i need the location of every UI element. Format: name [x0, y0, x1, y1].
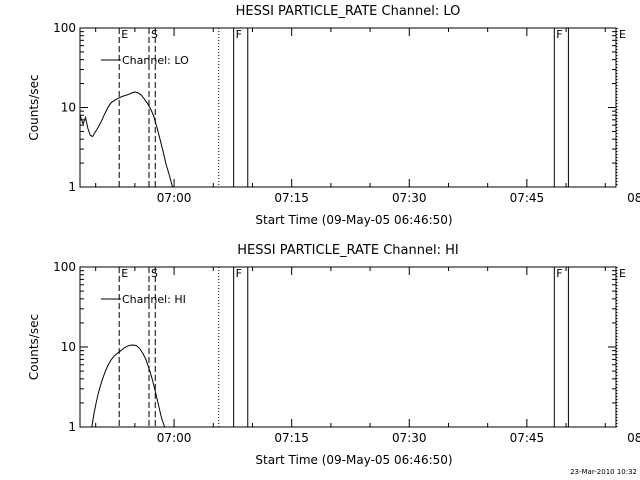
x-tick-label: 07:00	[157, 431, 192, 445]
x-axis-label: Start Time (09-May-05 06:46:50)	[255, 213, 452, 227]
y-tick-label: 100	[53, 21, 76, 35]
y-axis-label: Counts/sec	[27, 74, 41, 140]
panel-lo: HESSI PARTICLE_RATE Channel: LO 1 10 100 Cou…	[27, 4, 640, 227]
x-tick-label: 07:30	[392, 431, 427, 445]
y-tick-label: 1	[68, 180, 76, 194]
y-tick-label: 1	[68, 420, 76, 434]
legend-label: Channel: HI	[122, 293, 186, 306]
event-marker-label: S	[151, 28, 158, 41]
x-axis-label: Start Time (09-May-05 06:46:50)	[255, 453, 452, 467]
x-tick-label: 08:00	[627, 431, 640, 445]
event-marker-label: S	[151, 267, 158, 280]
event-marker-label: F	[236, 267, 242, 280]
series-line	[91, 344, 166, 427]
event-marker-label: E	[121, 267, 128, 280]
event-marker-label: F	[556, 28, 562, 41]
event-marker-label: E	[619, 267, 626, 280]
y-tick-label: 10	[61, 340, 76, 354]
y-tick-label: 100	[53, 260, 76, 274]
series-line	[80, 91, 173, 187]
chart-title: HESSI PARTICLE_RATE Channel: HI	[237, 243, 458, 258]
series-group	[91, 344, 166, 427]
x-tick-label: 07:45	[510, 191, 545, 205]
x-tick-label: 07:30	[392, 191, 427, 205]
series-group	[80, 91, 173, 187]
x-tick-label: 07:45	[510, 431, 545, 445]
timestamp-label: 23-Mar-2010 10:32	[570, 468, 637, 476]
event-marker-label: E	[121, 28, 128, 41]
x-tick-label: 07:15	[274, 191, 309, 205]
y-axis-label: Counts/sec	[27, 314, 41, 380]
event-marker-label: F	[556, 267, 562, 280]
panel-hi: HESSI PARTICLE_RATE Channel: HI 1 10 100 Cou…	[27, 243, 640, 467]
x-tick-label: 07:15	[274, 431, 309, 445]
y-tick-label: 10	[61, 101, 76, 115]
plot-frame	[79, 27, 617, 188]
legend-label: Channel: LO	[122, 54, 189, 67]
x-tick-label: 07:00	[157, 191, 192, 205]
plot-frame	[79, 266, 617, 428]
event-marker-label: F	[236, 28, 242, 41]
event-marker-label: E	[619, 28, 626, 41]
x-tick-label: 08:00	[627, 191, 640, 205]
chart-title: HESSI PARTICLE_RATE Channel: LO	[236, 4, 461, 19]
